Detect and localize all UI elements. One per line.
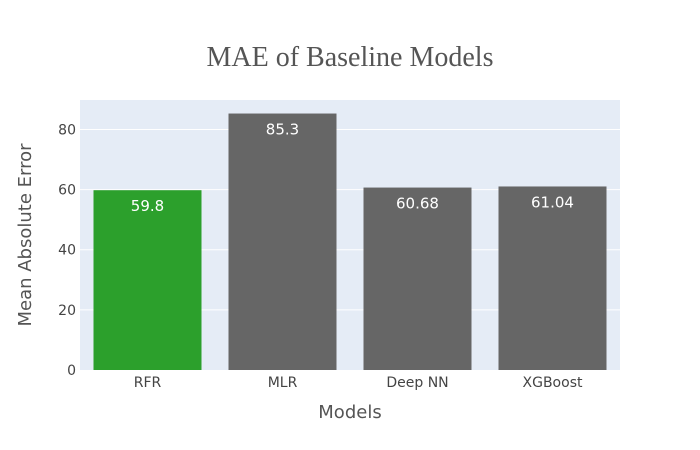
- x-tick-label: Deep NN: [386, 375, 448, 391]
- bar-value-label: 85.3: [266, 121, 299, 139]
- x-tick-label: XGBoost: [523, 375, 583, 391]
- bar-rfr: [93, 190, 202, 370]
- bar-value-label: 60.68: [396, 195, 439, 213]
- bar-deep-nn: [363, 187, 472, 370]
- x-axis-ticks: RFR MLR Deep NN XGBoost: [134, 375, 583, 391]
- y-tick-label: 80: [58, 122, 76, 138]
- bar-value-label: 59.8: [131, 197, 164, 215]
- bars: 59.8 85.3 60.68 61.04: [93, 113, 607, 371]
- y-tick-label: 60: [58, 183, 76, 199]
- bar-mlr: [228, 113, 337, 371]
- x-tick-label: MLR: [268, 375, 298, 391]
- x-axis-title: Models: [318, 402, 381, 423]
- chart-title: MAE of Baseline Models: [207, 42, 494, 73]
- bar-value-label: 61.04: [531, 193, 574, 211]
- bar-xgboost: [498, 186, 607, 370]
- y-axis-title: Mean Absolute Error: [15, 143, 36, 327]
- x-tick-label: RFR: [134, 375, 162, 391]
- y-tick-label: 40: [58, 243, 76, 259]
- y-axis-ticks: 0 20 40 60 80: [58, 122, 76, 379]
- y-tick-label: 20: [58, 303, 76, 319]
- y-tick-label: 0: [67, 363, 76, 379]
